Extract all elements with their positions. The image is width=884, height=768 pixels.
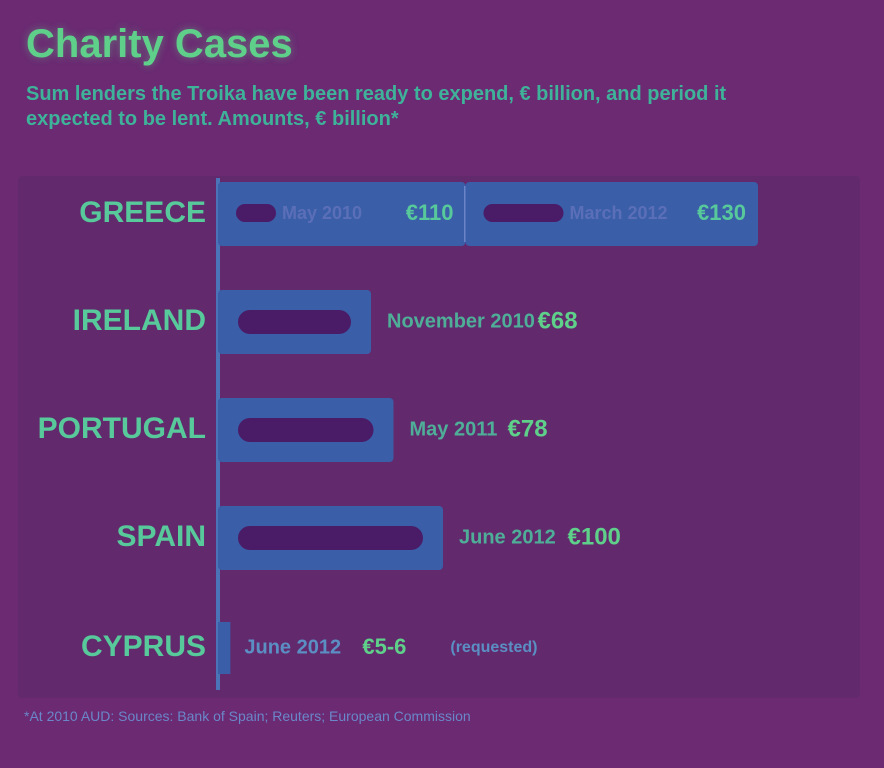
bar-note-cyprus: (requested) xyxy=(450,639,537,656)
bar-segment-marker-greece-2 xyxy=(483,204,564,222)
bar-value-label-ireland: €68 xyxy=(538,307,578,334)
source-footnote: *At 2010 AUD: Sources: Bank of Spain; Re… xyxy=(24,708,471,724)
bar-date-label-spain: June 2012 xyxy=(459,526,556,548)
bar-value-label-cyprus: €5-6 xyxy=(362,634,406,659)
bar-value-label-greece-2: €130 xyxy=(697,200,746,225)
bar-date-label-cyprus: June 2012 xyxy=(244,636,341,658)
bar-fill-ireland xyxy=(238,310,351,334)
bar-segment-marker-greece-1 xyxy=(236,204,276,222)
country-label-spain: SPAIN xyxy=(117,520,206,553)
chart-subtitle: Sum lenders the Troika have been ready t… xyxy=(26,83,727,130)
bar-segment-greece-1 xyxy=(218,182,466,246)
country-label-greece: GREECE xyxy=(79,196,206,229)
bar-fill-portugal xyxy=(238,418,374,442)
country-label-ireland: IRELAND xyxy=(73,304,206,337)
bar-segment-greece-2 xyxy=(465,182,758,246)
bar-value-label-greece-1: €110 xyxy=(406,200,454,225)
bar-date-label-greece-1: May 2010 xyxy=(282,203,362,223)
chart-title: Charity Cases xyxy=(26,22,293,66)
bar-date-label-greece-2: March 2012 xyxy=(570,203,668,223)
country-label-portugal: PORTUGAL xyxy=(38,412,206,445)
bar-fill-spain xyxy=(238,526,423,550)
bar-date-label-portugal: May 2011 xyxy=(410,418,498,440)
bar-value-label-spain: €100 xyxy=(568,523,621,550)
bar-value-label-portugal: €78 xyxy=(508,415,548,442)
country-label-cyprus: CYPRUS xyxy=(81,630,206,663)
bar-cyprus xyxy=(218,622,231,674)
chart-panel xyxy=(18,176,860,698)
bar-date-label-ireland: November 2010 xyxy=(387,310,535,332)
